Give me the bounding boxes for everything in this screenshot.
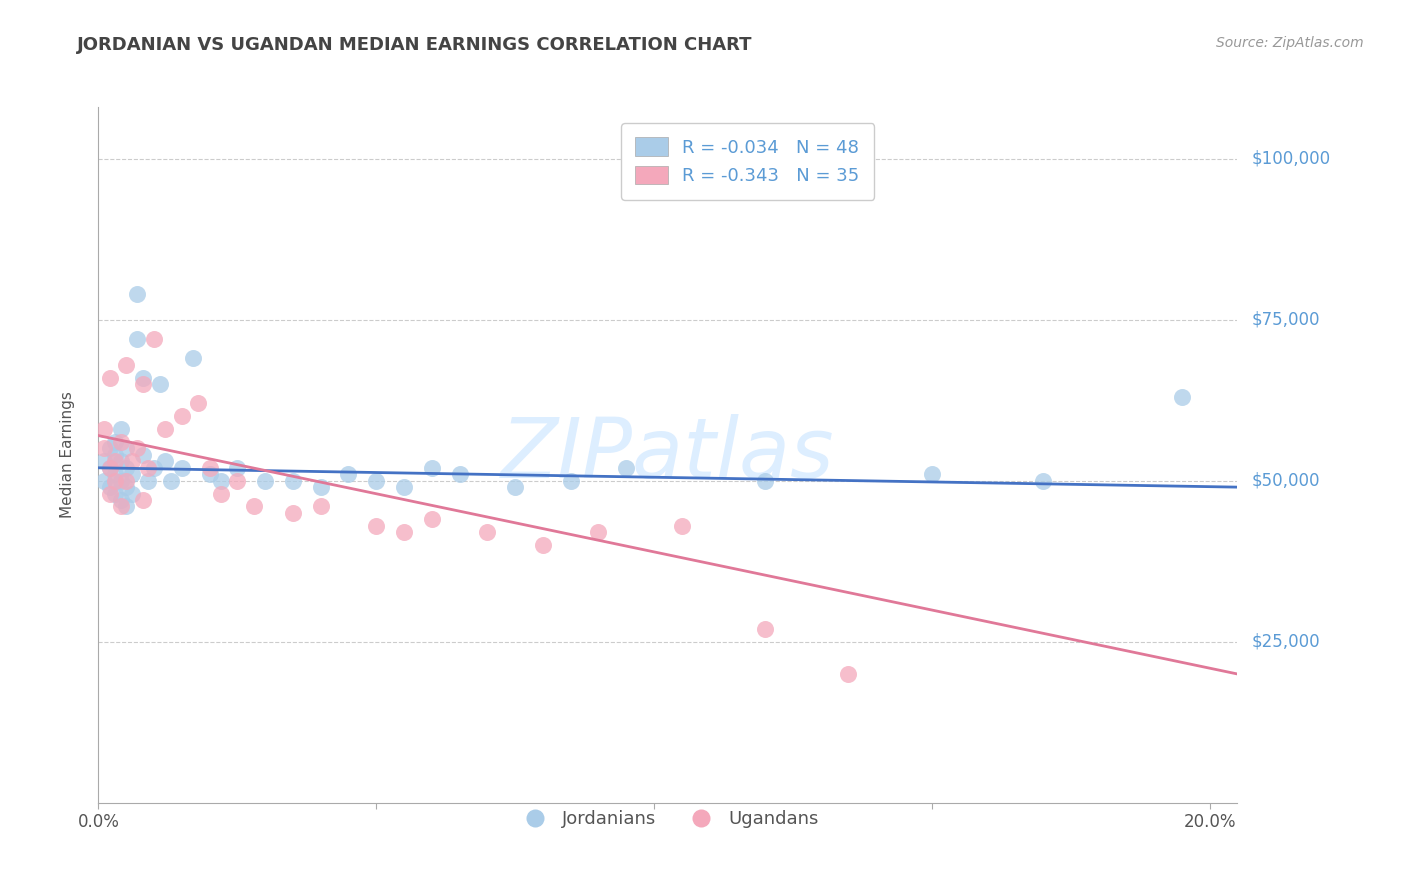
Point [226, 460, 249, 475]
Point [198, 467, 221, 482]
Point [143, 460, 166, 475]
Point [93, 422, 115, 436]
Y-axis label: Median Earnings: Median Earnings [60, 392, 75, 518]
Point [148, 377, 170, 392]
Text: JORDANIAN VS UGANDAN MEDIAN EARNINGS CORRELATION CHART: JORDANIAN VS UGANDAN MEDIAN EARNINGS COR… [77, 36, 752, 54]
Point [337, 467, 360, 482]
Point [392, 525, 415, 540]
Point [159, 474, 181, 488]
Point [132, 370, 155, 384]
Point [121, 467, 143, 482]
Point [921, 467, 943, 482]
Point [132, 448, 155, 462]
Point [153, 422, 176, 436]
Point [531, 538, 554, 552]
Point [392, 480, 415, 494]
Point [420, 460, 443, 475]
Point [127, 442, 149, 456]
Point [93, 442, 115, 456]
Point [98, 480, 121, 494]
Point [110, 493, 132, 508]
Point [98, 442, 121, 456]
Point [209, 486, 232, 500]
Point [143, 332, 166, 346]
Point [420, 512, 443, 526]
Legend: Jordanians, Ugandans: Jordanians, Ugandans [509, 803, 827, 836]
Point [104, 486, 127, 500]
Text: ZIPatlas: ZIPatlas [501, 415, 835, 495]
Point [309, 500, 332, 514]
Point [98, 460, 121, 475]
Point [110, 500, 132, 514]
Point [115, 442, 138, 456]
Point [1170, 390, 1192, 404]
Point [254, 474, 277, 488]
Point [115, 480, 138, 494]
Point [98, 486, 121, 500]
Text: $75,000: $75,000 [1251, 310, 1320, 328]
Point [110, 422, 132, 436]
Point [104, 435, 127, 450]
Point [754, 474, 776, 488]
Point [170, 460, 193, 475]
Point [153, 454, 176, 468]
Point [477, 525, 499, 540]
Point [132, 377, 155, 392]
Point [115, 500, 138, 514]
Point [98, 460, 121, 475]
Point [138, 460, 160, 475]
Text: Source: ZipAtlas.com: Source: ZipAtlas.com [1216, 36, 1364, 50]
Point [226, 474, 249, 488]
Point [281, 506, 304, 520]
Text: $100,000: $100,000 [1251, 150, 1330, 168]
Point [754, 622, 776, 636]
Point [115, 474, 138, 488]
Point [588, 525, 610, 540]
Point [671, 518, 693, 533]
Point [110, 454, 132, 468]
Point [1032, 474, 1054, 488]
Point [115, 460, 138, 475]
Point [187, 396, 209, 410]
Point [503, 480, 526, 494]
Point [138, 474, 160, 488]
Point [209, 474, 232, 488]
Point [366, 518, 388, 533]
Point [121, 486, 143, 500]
Point [93, 454, 115, 468]
Text: $25,000: $25,000 [1251, 632, 1320, 651]
Point [132, 493, 155, 508]
Point [104, 454, 127, 468]
Point [309, 480, 332, 494]
Point [127, 286, 149, 301]
Point [104, 448, 127, 462]
Point [127, 332, 149, 346]
Point [366, 474, 388, 488]
Point [614, 460, 637, 475]
Point [121, 454, 143, 468]
Point [837, 667, 859, 681]
Point [104, 474, 127, 488]
Point [243, 500, 266, 514]
Point [560, 474, 582, 488]
Point [115, 358, 138, 372]
Point [281, 474, 304, 488]
Point [104, 467, 127, 482]
Point [110, 435, 132, 450]
Text: $50,000: $50,000 [1251, 472, 1320, 490]
Point [98, 370, 121, 384]
Point [170, 409, 193, 424]
Point [110, 474, 132, 488]
Point [181, 351, 204, 366]
Point [93, 474, 115, 488]
Point [449, 467, 471, 482]
Point [198, 460, 221, 475]
